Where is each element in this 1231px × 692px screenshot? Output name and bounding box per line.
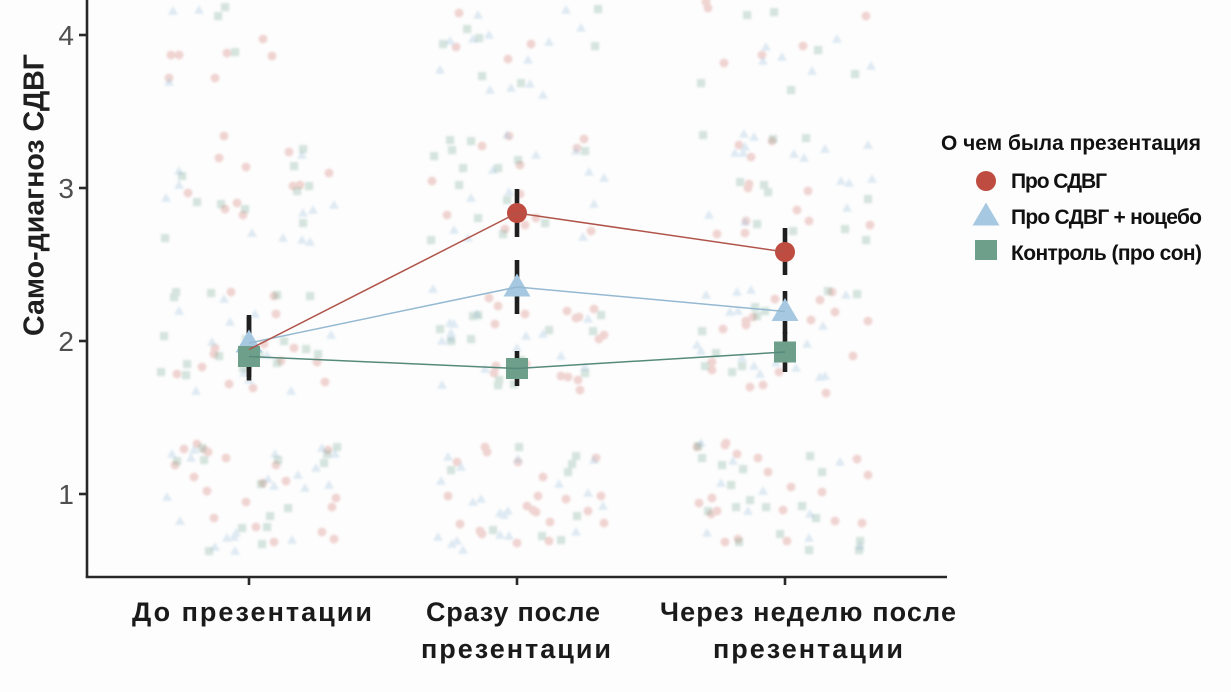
svg-text:Про СДВГ + ноцебо: Про СДВГ + ноцебо	[1011, 206, 1202, 229]
svg-text:презентации: презентации	[713, 634, 903, 664]
svg-text:Через неделю после: Через неделю после	[660, 597, 956, 627]
svg-text:2: 2	[58, 326, 74, 357]
svg-text:Сразу после: Сразу после	[426, 597, 600, 627]
svg-text:3: 3	[58, 173, 74, 204]
svg-text:1: 1	[58, 479, 74, 510]
svg-text:Контроль (про сон): Контроль (про сон)	[1011, 242, 1202, 265]
svg-text:Само-диагноз СДВГ: Само-диагноз СДВГ	[19, 54, 51, 336]
svg-text:Про СДВГ: Про СДВГ	[1011, 170, 1107, 193]
svg-text:До презентации: До презентации	[132, 597, 372, 627]
svg-text:О чем была презентация: О чем была презентация	[941, 132, 1201, 155]
svg-text:4: 4	[58, 20, 74, 51]
svg-text:презентации: презентации	[421, 634, 611, 664]
